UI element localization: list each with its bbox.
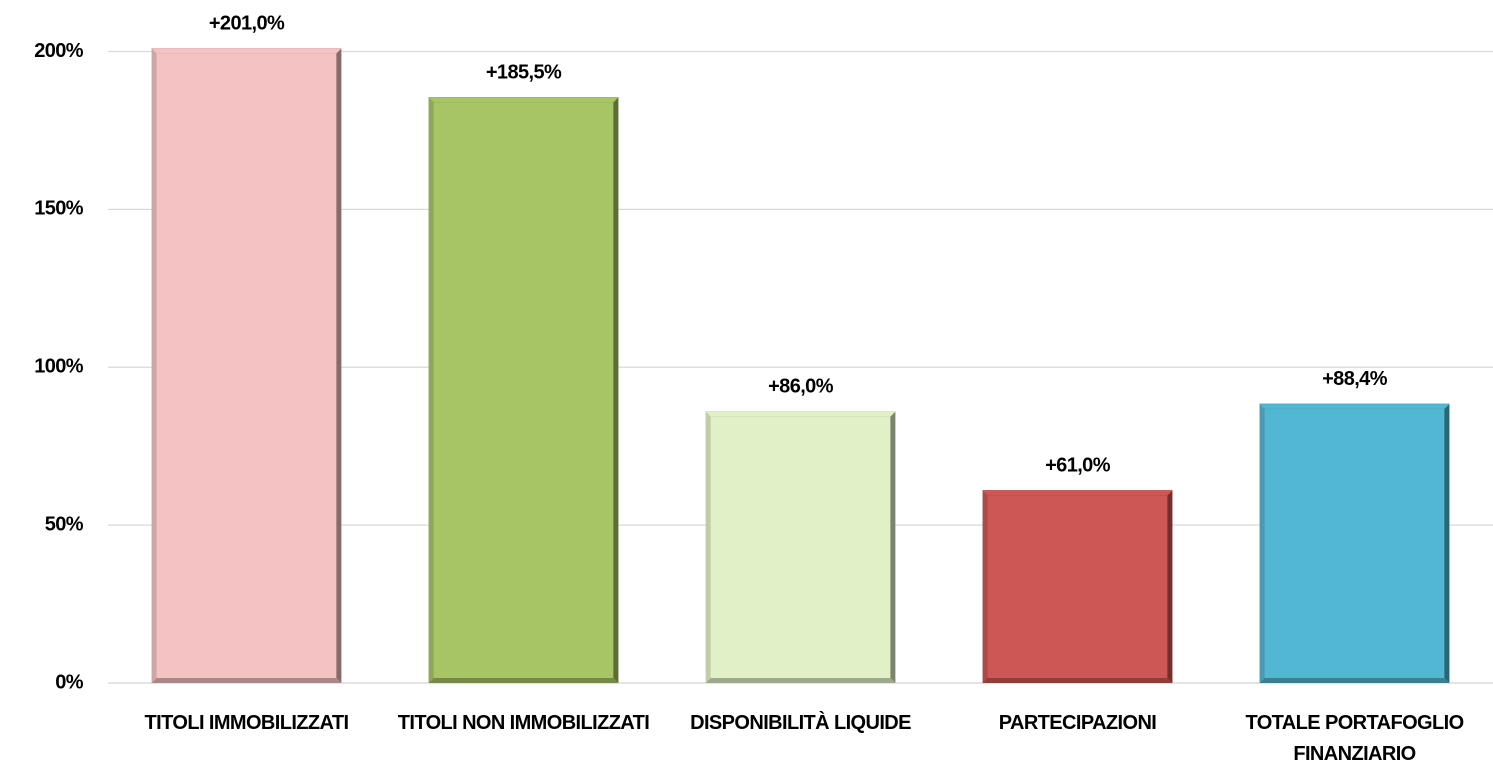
- bar-bevel: [982, 490, 988, 683]
- bar-bevel: [890, 411, 896, 683]
- bar: [1259, 403, 1450, 683]
- bar-bevel: [1259, 403, 1265, 683]
- x-tick-label: DISPONIBILITÀ LIQUIDE: [690, 712, 911, 734]
- bar-bevel: [1259, 678, 1450, 683]
- bar-bevel: [151, 678, 342, 683]
- bar-bevel: [705, 411, 896, 417]
- bar-bevel: [151, 48, 342, 54]
- bar-bevel: [1167, 490, 1173, 683]
- y-tick-label: 50%: [45, 513, 84, 535]
- bar-bevel: [613, 97, 619, 684]
- bar: [705, 411, 896, 683]
- y-tick-label: 100%: [34, 356, 84, 378]
- bar: [428, 97, 619, 684]
- value-label: +61,0%: [1045, 455, 1111, 477]
- bar-bevel: [428, 97, 619, 103]
- bar: [151, 48, 342, 684]
- x-tick-label: TITOLI NON IMMOBILIZZATI: [397, 712, 650, 734]
- value-label: +86,0%: [768, 376, 834, 398]
- x-tick-label: TOTALE PORTAFOGLIO FINANZIARIO: [1245, 712, 1464, 765]
- y-tick-label: 200%: [34, 40, 84, 62]
- bar-bevel: [1259, 403, 1450, 410]
- y-tick-label: 150%: [34, 198, 84, 220]
- bar-bevel: [428, 97, 434, 684]
- value-label: +88,4%: [1322, 368, 1388, 390]
- bar: [982, 490, 1173, 683]
- bar-bevel: [705, 678, 896, 683]
- value-label: +185,5%: [486, 62, 562, 84]
- bar-bevel: [336, 48, 342, 684]
- bar-bevel: [982, 490, 1173, 496]
- bar-bevel: [982, 678, 1173, 683]
- x-tick-label: PARTECIPAZIONI: [998, 712, 1157, 734]
- x-tick-label: TITOLI IMMOBILIZZATI: [144, 712, 349, 734]
- bar-bevel: [1444, 403, 1450, 683]
- y-tick-label: 0%: [55, 671, 84, 693]
- bar-bevel: [705, 411, 711, 683]
- value-label: +201,0%: [209, 13, 285, 35]
- bar-bevel: [151, 48, 157, 684]
- bar-bevel: [428, 678, 619, 683]
